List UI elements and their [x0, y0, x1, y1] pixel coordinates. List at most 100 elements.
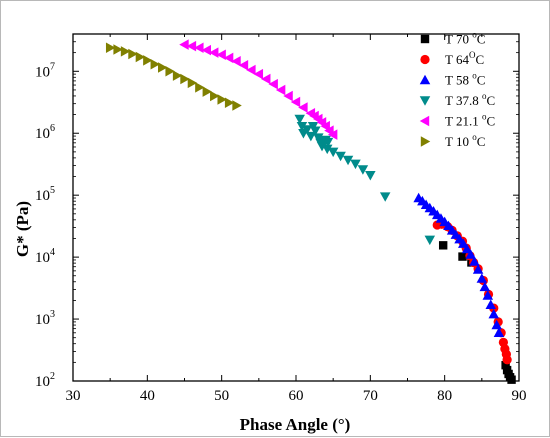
legend-item: T 58 oC: [419, 71, 485, 88]
data-point: [261, 73, 271, 85]
data-point: [195, 82, 205, 93]
legend-label-degree: o: [482, 112, 487, 122]
y-tick-base: 10: [35, 188, 50, 204]
x-tick-label: 90: [512, 388, 527, 404]
legend-label: T 64OC: [445, 50, 484, 67]
legend-marker: [420, 54, 430, 65]
data-point: [305, 131, 317, 142]
data-point: [491, 319, 502, 330]
legend-marker: [419, 96, 431, 106]
series-3: [413, 192, 505, 338]
data-point: [208, 47, 219, 58]
data-point: [379, 192, 391, 202]
x-tick-label: 60: [289, 388, 304, 404]
data-point: [465, 249, 476, 259]
x-tick-label: 80: [437, 388, 452, 404]
y-tick-label: 103: [35, 309, 55, 328]
data-point: [482, 290, 494, 300]
data-point: [275, 84, 286, 96]
legend-label-text: T 58: [445, 73, 472, 88]
legend-label: T 37.8 oC: [445, 91, 495, 108]
y-tick-label: 105: [35, 185, 55, 204]
data-point: [488, 308, 499, 319]
legend-label-text: T 70: [445, 32, 472, 47]
data-point: [357, 165, 369, 175]
data-point: [179, 39, 189, 50]
x-tick-label: 30: [66, 388, 81, 404]
data-point: [322, 137, 334, 148]
data-point: [298, 102, 308, 113]
data-point: [321, 144, 333, 155]
data-point: [290, 96, 301, 108]
legend-item: T 21.1 oC: [419, 112, 495, 129]
series-6: [105, 42, 242, 111]
data-point: [327, 147, 339, 158]
data-point: [128, 48, 138, 60]
y-tick-label: 104: [35, 247, 55, 266]
y-tick-base: 10: [35, 126, 50, 142]
legend-label: T 58 oC: [445, 71, 485, 88]
legend-item: T 37.8 oC: [419, 91, 495, 108]
legend-label-unit: C: [477, 73, 486, 88]
x-axis-title: Phase Angle (°): [240, 415, 351, 434]
data-point: [194, 42, 204, 53]
data-point: [172, 70, 183, 81]
legend-label-degree: o: [482, 91, 487, 101]
legend-marker: [419, 74, 431, 85]
legend-label-unit: C: [477, 32, 486, 47]
data-point: [294, 114, 305, 125]
data-point: [210, 90, 220, 102]
legend-label-text: T 10: [445, 134, 472, 149]
data-point: [120, 46, 131, 57]
x-tick-label: 40: [140, 388, 155, 404]
y-tick-label: 102: [35, 371, 55, 390]
y-tick-exp: 5: [50, 185, 55, 196]
legend-label-degree: o: [472, 71, 477, 81]
data-point: [310, 126, 321, 136]
legend-label: T 21.1 oC: [445, 112, 495, 129]
data-point: [424, 235, 436, 246]
y-tick-base: 10: [35, 64, 50, 80]
data-point: [502, 355, 512, 365]
data-point: [350, 159, 361, 170]
y-tick-label: 106: [35, 123, 55, 142]
data-point: [238, 60, 249, 71]
data-point: [143, 55, 153, 66]
data-point: [202, 86, 213, 97]
plot-area: [105, 39, 516, 384]
data-point: [253, 68, 264, 80]
data-point: [268, 78, 278, 90]
data-point: [165, 66, 175, 77]
data-point: [296, 121, 308, 132]
y-tick-exp: 7: [50, 61, 55, 72]
data-point: [485, 299, 497, 309]
legend-label-text: T 37.8: [445, 93, 482, 108]
y-tick-exp: 3: [50, 309, 55, 320]
data-point: [135, 51, 146, 63]
data-point: [327, 129, 338, 140]
y-tick-exp: 2: [50, 371, 55, 382]
series-5: [179, 39, 338, 140]
legend-label-text: T 64: [445, 52, 469, 67]
legend-label-text: T 21.1: [445, 114, 482, 129]
data-point: [105, 42, 116, 53]
data-point: [158, 62, 168, 73]
legend-item: T 70 oC: [420, 30, 486, 47]
data-point: [187, 77, 198, 89]
y-tick-base: 10: [35, 250, 50, 266]
series-4: [294, 114, 436, 246]
data-point: [461, 243, 473, 254]
data-point: [342, 155, 354, 166]
data-point: [507, 375, 516, 384]
legend-label-degree: O: [469, 50, 476, 60]
data-point: [476, 273, 488, 283]
data-point: [335, 151, 346, 162]
data-point: [216, 49, 226, 60]
data-point: [301, 125, 313, 135]
y-tick-exp: 4: [50, 247, 55, 258]
legend-label-unit: C: [477, 134, 486, 149]
